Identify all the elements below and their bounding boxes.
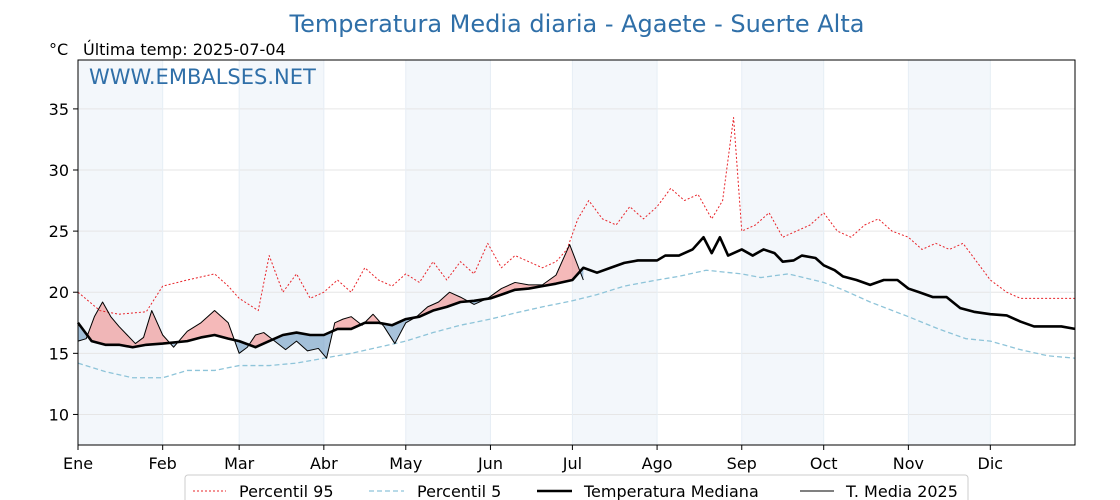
- y-tick-label: 10: [49, 405, 69, 424]
- chart-title: Temperatura Media diaria - Agaete - Suer…: [289, 10, 865, 38]
- y-tick-label: 35: [49, 100, 69, 119]
- y-tick-label: 30: [49, 161, 69, 180]
- x-tick-label: Feb: [149, 454, 177, 473]
- x-tick-label: Sep: [727, 454, 757, 473]
- fill-above-median: [484, 244, 580, 300]
- fill-above-median: [415, 292, 468, 318]
- plot-frame: [77, 59, 1076, 446]
- legend-label-2025: T. Media 2025: [845, 482, 958, 500]
- fill-above-median: [248, 332, 272, 348]
- x-tick-label: Mar: [224, 454, 255, 473]
- legend: Percentil 95 Percentil 5 Temperatura Med…: [184, 474, 969, 500]
- legend-box: [184, 474, 969, 500]
- alternating-month-bands: [78, 60, 991, 445]
- series-line-p95: [77, 116, 1075, 315]
- month-band: [908, 60, 991, 445]
- y-axis: 10 15 20 25 30 35: [49, 100, 78, 424]
- y-tick-label: 25: [49, 222, 69, 241]
- x-tick-label: Ago: [642, 454, 673, 473]
- fill-above-median: [86, 302, 170, 348]
- fill-below-median: [271, 331, 333, 359]
- legend-label-p5: Percentil 5: [417, 482, 501, 500]
- x-axis: Ene Feb Mar Abr May Jun Jul Ago Sep Oct Nov Dic: [63, 445, 1003, 473]
- fill-above-median: [177, 310, 234, 343]
- fill-above-median: [363, 314, 380, 324]
- fill-below-median: [379, 317, 416, 344]
- series-lines: [76, 116, 1076, 379]
- x-tick-label: May: [389, 454, 422, 473]
- month-band: [572, 60, 658, 445]
- watermark: WWW.EMBALSES.NET: [89, 65, 316, 89]
- unit-label: °C: [49, 40, 68, 59]
- x-tick-label: Oct: [810, 454, 838, 473]
- series-line-2025: [77, 244, 584, 359]
- month-band: [405, 60, 491, 445]
- series-line-mediana: [76, 235, 1076, 349]
- x-tick-label: Ene: [63, 454, 93, 473]
- y-tick-label: 20: [49, 283, 69, 302]
- legend-label-mediana: Temperatura Mediana: [583, 482, 759, 500]
- x-tick-label: Jun: [477, 454, 503, 473]
- x-tick-label: Nov: [893, 454, 924, 473]
- last-temp-label: Última temp: 2025-07-04: [83, 40, 286, 59]
- series-line-p5: [77, 269, 1076, 379]
- x-tick-label: Dic: [978, 454, 1004, 473]
- month-band: [741, 60, 824, 445]
- x-tick-label: Jul: [562, 454, 582, 473]
- month-band: [78, 60, 163, 445]
- legend-label-p95: Percentil 95: [239, 482, 334, 500]
- y-tick-label: 15: [49, 344, 69, 363]
- x-tick-label: Abr: [310, 454, 338, 473]
- month-band: [239, 60, 324, 445]
